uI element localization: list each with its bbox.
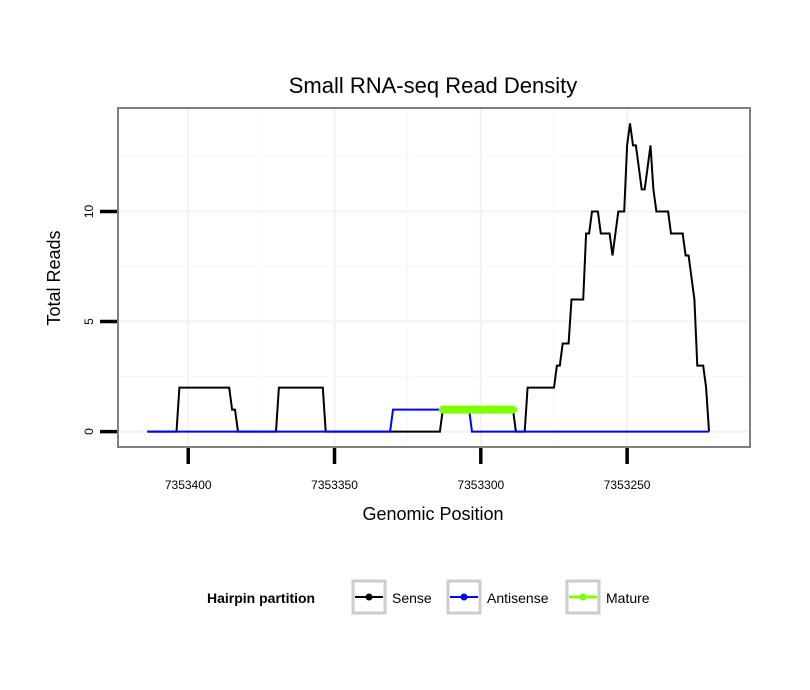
y-tick-label: 0	[82, 428, 96, 435]
grid-layer	[118, 108, 750, 447]
legend-label-sense: Sense	[392, 590, 432, 606]
x-tick-label: 7353250	[604, 478, 651, 492]
x-tick-label: 7353300	[457, 478, 504, 492]
x-axis-label: Genomic Position	[362, 504, 503, 524]
legend-label-antisense: Antisense	[487, 590, 549, 606]
legend-title: Hairpin partition	[207, 590, 315, 606]
legend-item-antisense: Antisense	[446, 579, 549, 615]
legend-item-mature: Mature	[565, 579, 650, 615]
legend-key-dot-mature	[579, 593, 587, 601]
series-line-antisense	[147, 408, 709, 433]
legend-item-sense: Sense	[351, 579, 432, 615]
y-axis-label: Total Reads	[44, 230, 64, 325]
y-axis: 0 5 10	[82, 204, 117, 435]
x-tick-label: 7353350	[311, 478, 358, 492]
series-layer	[147, 123, 710, 433]
legend-key-dot-sense	[365, 593, 373, 601]
legend-key-dot-antisense	[460, 593, 468, 601]
series-line-sense	[147, 123, 710, 433]
x-axis: 7353400 7353350 7353300 7353250	[165, 448, 651, 492]
legend-label-mature: Mature	[606, 590, 650, 606]
legend: Hairpin partition Sense Antisense Mature	[207, 579, 650, 615]
y-tick-label: 5	[82, 318, 96, 325]
plot-panel-border	[117, 107, 751, 448]
x-tick-label: 7353400	[165, 478, 212, 492]
chart-title: Small RNA-seq Read Density	[289, 73, 578, 98]
y-tick-label: 10	[82, 204, 96, 218]
